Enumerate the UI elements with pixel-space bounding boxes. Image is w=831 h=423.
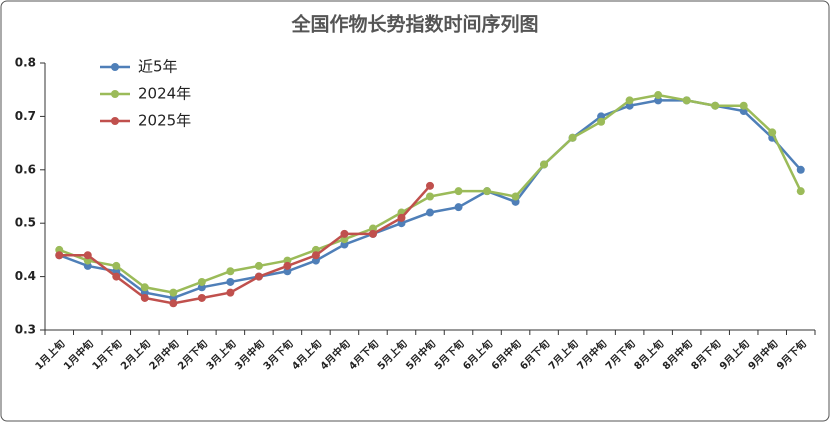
chart-title: 全国作物长势指数时间序列图 (290, 13, 538, 36)
data-point (55, 251, 64, 260)
data-point (426, 192, 434, 201)
legend-marker (111, 117, 119, 125)
legend-marker (111, 63, 119, 71)
data-point (739, 101, 748, 110)
data-point (140, 293, 149, 302)
data-point (112, 261, 121, 270)
data-point (311, 251, 320, 260)
data-point (254, 261, 263, 270)
data-point (197, 277, 206, 286)
data-point (112, 272, 121, 281)
series-line (59, 184, 431, 305)
data-point (197, 293, 206, 302)
legend-label: 2024年 (138, 85, 191, 103)
data-point (454, 203, 463, 212)
data-point (511, 192, 520, 201)
data-point (796, 165, 805, 174)
y-tick-label: 0.4 (15, 269, 36, 283)
y-tick-label: 0.7 (15, 109, 36, 123)
data-point (169, 288, 178, 297)
data-point (568, 133, 577, 142)
y-tick-label: 0.6 (15, 162, 36, 176)
data-point (397, 213, 406, 222)
data-point (426, 208, 434, 217)
data-point (283, 261, 292, 270)
legend-marker (111, 90, 119, 98)
data-point (226, 277, 235, 286)
data-point (540, 160, 549, 169)
data-point (597, 117, 606, 126)
data-point (426, 181, 434, 190)
data-point (368, 229, 377, 238)
data-point (140, 283, 149, 292)
data-point (711, 101, 720, 110)
y-tick-label: 0.5 (15, 216, 36, 230)
data-point (340, 229, 349, 238)
data-point (254, 272, 263, 281)
data-point (654, 91, 663, 100)
y-tick-label: 0.8 (15, 56, 36, 70)
data-point (83, 251, 92, 260)
legend-label: 2025年 (138, 112, 191, 130)
data-point (483, 187, 492, 196)
data-point (454, 187, 463, 196)
data-point (226, 288, 235, 297)
data-point (226, 267, 235, 276)
data-point (682, 96, 691, 105)
data-point (768, 128, 777, 137)
data-point (625, 96, 634, 105)
data-point (169, 299, 178, 308)
data-point (796, 187, 805, 196)
y-tick-label: 0.3 (15, 323, 36, 337)
legend-label: 近5年 (138, 58, 178, 76)
